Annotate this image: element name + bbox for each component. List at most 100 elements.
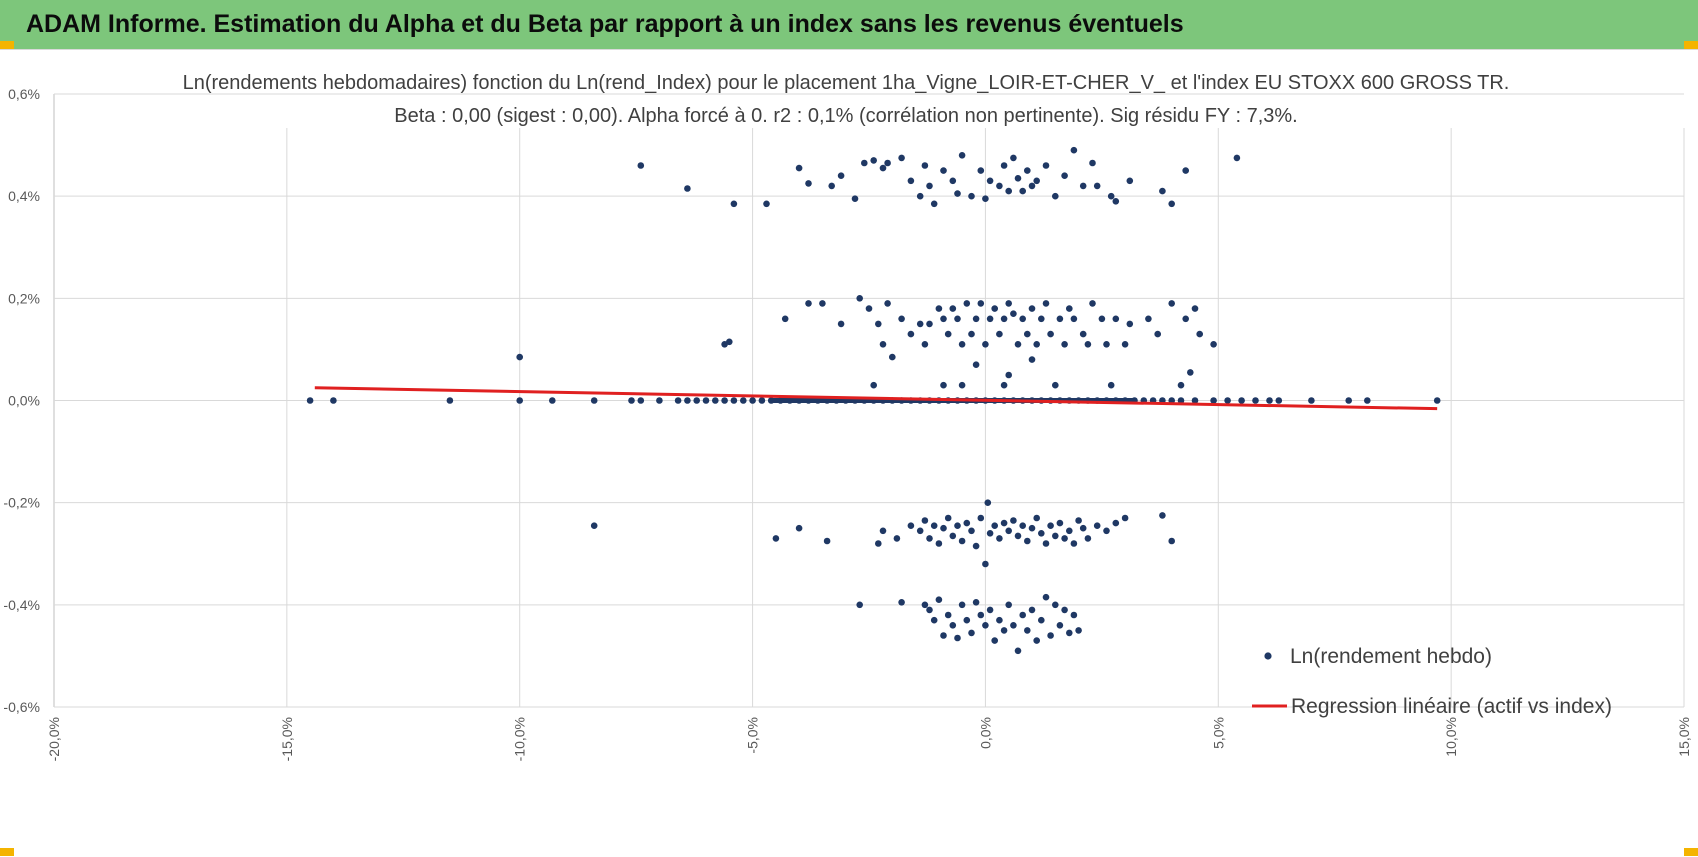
data-point	[1056, 622, 1064, 629]
data-point	[805, 180, 812, 187]
data-point	[1047, 522, 1054, 529]
data-point	[1033, 514, 1040, 522]
data-point	[1042, 593, 1050, 601]
data-point	[996, 330, 1003, 338]
data-point	[1019, 522, 1026, 529]
data-point	[1052, 532, 1059, 540]
data-point	[763, 200, 770, 208]
data-point	[921, 162, 929, 169]
data-point	[1010, 310, 1017, 318]
data-point	[1024, 627, 1031, 634]
data-point	[1005, 187, 1012, 195]
data-point	[977, 514, 985, 522]
data-point	[1047, 632, 1054, 639]
data-point	[907, 177, 915, 185]
data-point	[949, 305, 957, 312]
x-tick-label: -20,0%	[46, 717, 62, 761]
data-point	[898, 154, 905, 162]
data-point	[977, 611, 985, 619]
data-point	[851, 195, 859, 202]
data-point	[721, 397, 728, 404]
data-point	[795, 164, 803, 172]
data-point	[963, 616, 971, 624]
data-point	[1182, 167, 1189, 174]
data-point	[1047, 330, 1054, 338]
data-point	[674, 397, 682, 404]
corner-marker-top-left	[0, 41, 14, 49]
data-point	[1038, 530, 1045, 537]
data-point	[991, 522, 998, 529]
data-point	[954, 522, 961, 529]
data-point	[972, 542, 980, 550]
data-point	[1028, 305, 1036, 312]
data-point	[590, 522, 598, 529]
data-point	[1042, 300, 1050, 307]
data-point	[749, 397, 756, 404]
data-point	[949, 532, 957, 540]
data-point	[330, 397, 337, 404]
data-point	[772, 535, 780, 542]
regression-layer	[314, 386, 1438, 411]
data-point	[1033, 637, 1040, 644]
data-point	[1061, 606, 1068, 614]
chart-title: Ln(rendements hebdomadaires) fonction du…	[183, 72, 1510, 94]
x-tick-label: -5,0%	[745, 717, 761, 754]
data-point	[935, 596, 943, 603]
y-tick-label: -0,4%	[3, 597, 40, 613]
data-point	[856, 601, 863, 609]
data-point	[968, 527, 975, 535]
data-point	[930, 616, 938, 624]
data-point	[1159, 512, 1166, 519]
data-point	[958, 601, 966, 609]
data-point	[856, 295, 863, 302]
axis-labels: -20,0% -15,0% -10,0% -5,0% 0,0% 5,0% 10,0% 15,0…	[3, 86, 1692, 761]
data-point	[916, 192, 924, 200]
data-point	[986, 530, 994, 537]
data-point	[1210, 397, 1217, 404]
data-point	[1028, 606, 1036, 614]
data-point	[1126, 177, 1134, 185]
data-point	[1252, 397, 1259, 404]
data-point	[986, 315, 994, 323]
data-point	[930, 200, 938, 208]
data-point	[921, 601, 929, 609]
data-point	[1014, 175, 1022, 182]
data-point	[940, 524, 947, 532]
data-point	[1093, 522, 1101, 529]
data-point	[1024, 167, 1031, 174]
data-point	[926, 182, 933, 190]
data-point	[935, 305, 943, 312]
data-point	[1168, 300, 1175, 307]
chart-subtitle: Beta : 0,00 (sigest : 0,00). Alpha forcé…	[394, 105, 1297, 127]
data-point	[984, 499, 992, 507]
data-point	[1000, 627, 1008, 634]
corner-marker-top-right	[1684, 41, 1698, 49]
data-point	[684, 397, 691, 404]
data-point	[1042, 540, 1050, 547]
data-point	[944, 330, 952, 338]
data-point	[898, 315, 905, 323]
data-point	[516, 353, 523, 361]
data-point	[1024, 537, 1031, 545]
data-point	[893, 535, 901, 542]
data-point	[684, 185, 691, 192]
data-point	[837, 320, 845, 328]
data-point	[1061, 341, 1068, 348]
data-point	[1126, 320, 1134, 328]
data-point	[982, 622, 989, 629]
data-point	[1196, 330, 1203, 338]
data-point	[1038, 616, 1045, 624]
data-point	[996, 535, 1003, 542]
data-point	[916, 527, 924, 535]
data-point	[702, 397, 710, 404]
data-point	[781, 315, 789, 323]
y-tick-label: 0,4%	[8, 188, 40, 204]
data-point	[1005, 300, 1012, 307]
data-point	[907, 330, 915, 338]
data-point	[949, 177, 957, 185]
data-point	[991, 305, 998, 312]
x-tick-label: -10,0%	[512, 717, 528, 761]
data-point	[1056, 519, 1064, 527]
data-point	[1168, 200, 1175, 208]
data-point	[516, 397, 523, 404]
